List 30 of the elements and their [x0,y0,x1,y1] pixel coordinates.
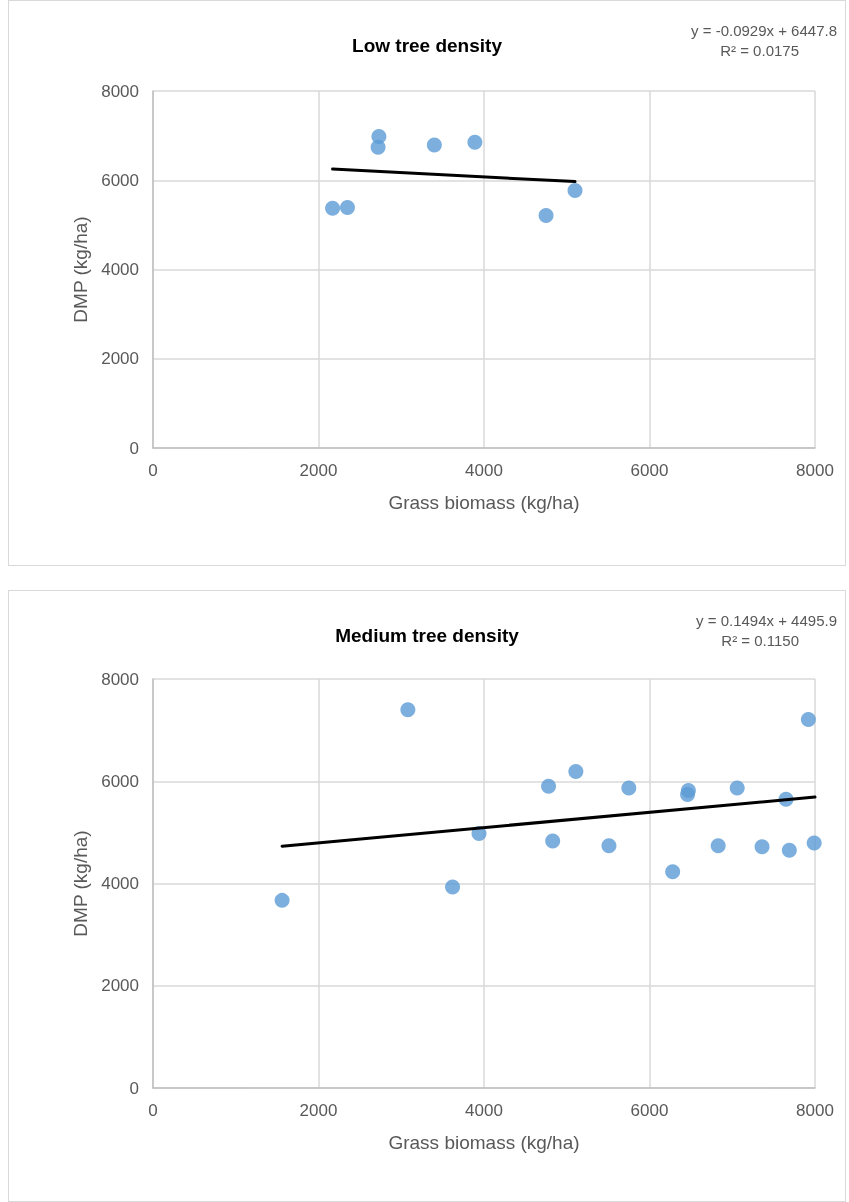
y-tick-label: 4000 [101,260,139,279]
y-tick-label: 0 [129,1078,139,1098]
y-axis-title: DMP (kg/ha) [70,216,92,323]
y-tick-label: 6000 [101,771,139,791]
x-tick-label: 2000 [299,461,338,480]
y-tick-label: 4000 [101,874,139,893]
x-axis-title: Grass biomass (kg/ha) [388,492,580,513]
x-tick-label: 6000 [630,1101,669,1120]
text: y = -0.0929x + 6447.8 [691,22,838,39]
y-tick-label: 0 [129,438,139,458]
chart-title: Low tree density [352,35,503,56]
x-tick-label: 6000 [630,461,669,480]
y-tick-label: 6000 [101,170,139,190]
y-tick-label: 2000 [101,349,139,369]
x-axis-title: Grass biomass (kg/ha) [388,1132,580,1153]
y-tick-label: 2000 [101,976,139,996]
x-tick-label: 8000 [796,461,834,480]
y-axis-title: DMP (kg/ha) [70,830,92,937]
x-tick-label: 4000 [465,1101,503,1120]
text: R² = 0.0175 [720,42,800,59]
text: R² = 0.1150 [721,632,800,649]
x-tick-label: 0 [148,1101,158,1120]
y-tick-label: 8000 [101,81,139,101]
text: y = 0.1494x + 4495.9 [696,612,838,629]
x-tick-label: 4000 [465,461,503,480]
chart-title: Medium tree density [335,625,520,646]
y-tick-label: 8000 [101,669,139,689]
x-tick-label: 2000 [299,1101,338,1120]
x-tick-label: 0 [148,461,158,480]
x-tick-label: 8000 [796,1101,834,1120]
